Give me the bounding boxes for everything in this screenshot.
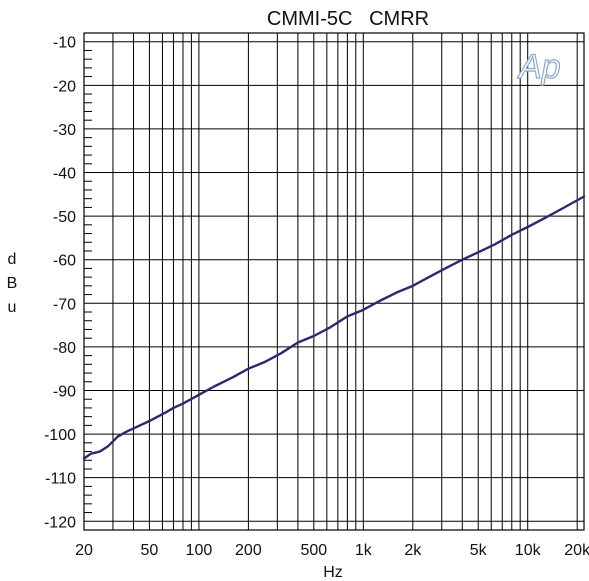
x-tick-label: 50 — [141, 542, 159, 559]
cmrr-line — [82, 195, 586, 460]
x-tick-label: 200 — [235, 542, 262, 559]
y-tick-label: -60 — [53, 253, 76, 270]
y-tick-label: -80 — [53, 340, 76, 357]
grid — [84, 33, 584, 530]
x-tick-label: 5k — [470, 542, 488, 559]
x-tick-label: 1k — [355, 542, 373, 559]
plot-frame — [83, 32, 585, 531]
x-tick-label: 500 — [300, 542, 327, 559]
y-tick-label: -30 — [53, 122, 76, 139]
y-tick-label: -40 — [53, 166, 76, 183]
x-tick-label: 20k — [564, 542, 589, 559]
x-tick-label: 100 — [186, 542, 213, 559]
y-tick-label: -50 — [53, 209, 76, 226]
y-tick-labels: -10 -20 -30 -40 -50 -60 -70 -80 -90 -100 -110 -120 — [44, 35, 76, 532]
y-tick-label: -20 — [53, 78, 76, 95]
chart-title: CMMI-5C CMRR — [267, 8, 429, 30]
y-tick-label: -110 — [45, 471, 76, 488]
y-tick-label: -10 — [53, 35, 76, 52]
y-axis-title: dBu — [7, 251, 18, 316]
y-axis-title-letter: B — [7, 275, 18, 292]
ap-logo-mark: Ap — [517, 48, 561, 86]
x-tick-label: 10k — [515, 542, 542, 559]
x-tick-label: 20 — [75, 542, 93, 559]
x-tick-labels: 20 50 100 200 500 1k 2k 5k 10k 20k — [75, 542, 589, 559]
y-axis-title-letter: u — [8, 299, 17, 316]
y-axis-title-letter: d — [8, 251, 17, 268]
y-tick-label: -100 — [44, 427, 76, 444]
y-tick-label: -70 — [53, 296, 76, 313]
ap-logo: Ap — [516, 47, 561, 86]
y-tick-label: -90 — [53, 383, 76, 400]
y-tick-label: -120 — [44, 514, 76, 531]
data-series — [82, 195, 586, 460]
x-tick-label: 2k — [404, 542, 422, 559]
plot-area-border — [83, 32, 585, 531]
x-axis-title: Hz — [323, 564, 343, 581]
